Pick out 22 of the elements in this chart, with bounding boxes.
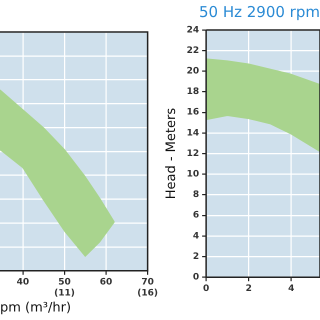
- x-axis-title: pm (m³/hr): [0, 300, 72, 316]
- y-tick-label: 12: [186, 148, 200, 159]
- y-tick-label: 4: [192, 231, 200, 242]
- x-tick-label: 50 (11): [54, 278, 75, 298]
- x-tick-label: 70 (16): [137, 278, 158, 298]
- y-tick-label: 22: [186, 46, 200, 56]
- x-tick-label: 60: [100, 278, 112, 288]
- y-tick-label: 8: [192, 190, 200, 200]
- y-tick-label: 10: [186, 170, 200, 180]
- y-tick-label: 6: [192, 210, 200, 221]
- y-tick-label: 2: [192, 252, 200, 262]
- y-tick-label: 16: [186, 108, 200, 118]
- y-tick-label: 20: [186, 66, 200, 77]
- x-tick-label: 2: [246, 284, 252, 294]
- x-tick-label: 4: [288, 284, 294, 294]
- y-tick-label: 18: [186, 87, 200, 98]
- y-tick-label: 24: [186, 25, 200, 36]
- y-tick-label: 14: [186, 128, 200, 138]
- y-axis-title: Head - Meters: [164, 108, 180, 200]
- chart-title: 50 Hz 2900 rpm: [198, 2, 320, 21]
- x-tick-label: 0: [202, 284, 210, 294]
- x-tick-label: 40: [16, 278, 30, 288]
